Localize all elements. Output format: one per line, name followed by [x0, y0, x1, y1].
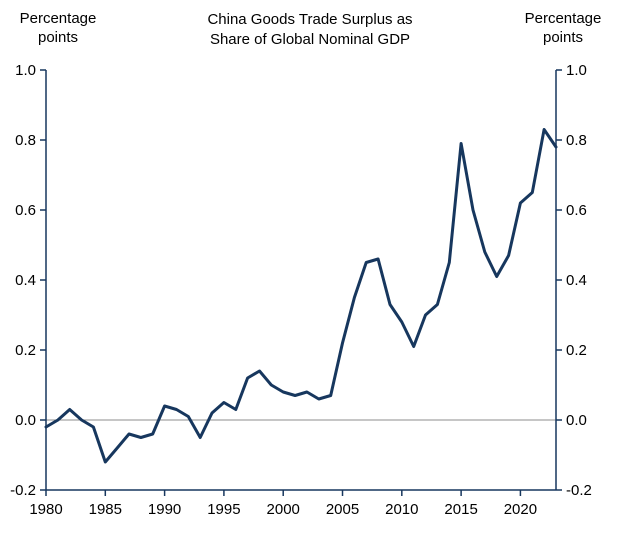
right-axis-unit-label: Percentage points [524, 10, 602, 46]
x-tick-label: 2005 [326, 501, 359, 518]
y-tick-label-left: 0.8 [15, 132, 36, 149]
y-tick-label-left: 0.4 [15, 272, 36, 289]
y-tick-label-right: 0.0 [566, 412, 587, 429]
y-tick-label-left: 0.0 [15, 412, 36, 429]
y-tick-label-right: 0.2 [566, 342, 587, 359]
x-tick-label: 2010 [385, 501, 418, 518]
y-tick-label-right: 0.8 [566, 132, 587, 149]
y-tick-label-right: -0.2 [566, 482, 592, 499]
left-axis-unit-label: Percentage points [19, 10, 97, 46]
y-tick-label-right: 1.0 [566, 62, 587, 79]
x-tick-label: 2020 [504, 501, 537, 518]
chart-title: China Goods Trade Surplus as Share of Gl… [207, 11, 413, 48]
x-tick-label: 2015 [444, 501, 477, 518]
y-tick-label-left: 1.0 [15, 62, 36, 79]
y-tick-label-left: 0.2 [15, 342, 36, 359]
y-tick-label-right: 0.6 [566, 202, 587, 219]
x-tick-label: 1990 [148, 501, 181, 518]
y-tick-label-left: -0.2 [10, 482, 36, 499]
y-tick-label-right: 0.4 [566, 272, 587, 289]
x-tick-label: 1985 [89, 501, 122, 518]
data-line [44, 128, 558, 464]
y-tick-label-left: 0.6 [15, 202, 36, 219]
x-tick-label: 2000 [267, 501, 300, 518]
x-tick-label: 1980 [29, 501, 62, 518]
x-tick-label: 1995 [207, 501, 240, 518]
